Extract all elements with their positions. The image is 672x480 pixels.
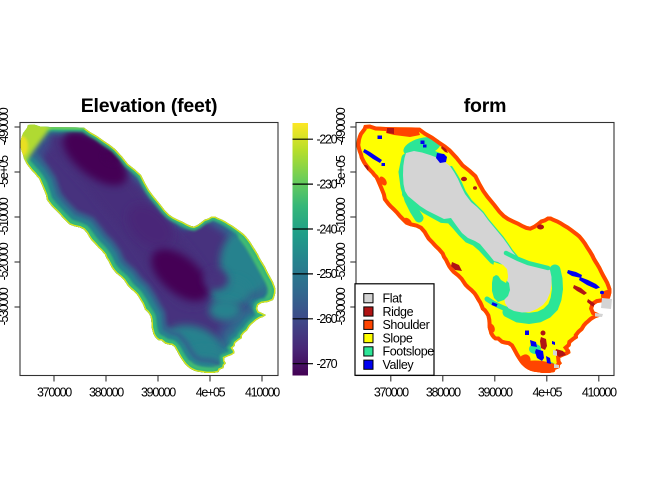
svg-text:4e+05: 4e+05 xyxy=(532,385,562,399)
svg-text:-220: -220 xyxy=(317,133,338,147)
svg-text:-240: -240 xyxy=(317,222,338,236)
svg-text:form: form xyxy=(464,95,507,117)
svg-text:390000: 390000 xyxy=(478,385,513,399)
svg-text:-230: -230 xyxy=(317,177,338,191)
svg-text:-510000: -510000 xyxy=(334,197,348,235)
svg-text:Elevation (feet): Elevation (feet) xyxy=(81,95,218,117)
svg-text:390000: 390000 xyxy=(141,385,176,399)
svg-text:380000: 380000 xyxy=(89,385,124,399)
svg-text:-5e+05: -5e+05 xyxy=(334,155,348,188)
svg-text:410000: 410000 xyxy=(582,385,617,399)
svg-text:410000: 410000 xyxy=(245,385,280,399)
svg-text:370000: 370000 xyxy=(37,385,72,399)
svg-text:Footslope: Footslope xyxy=(383,345,435,359)
svg-text:-530000: -530000 xyxy=(334,287,348,325)
svg-text:-520000: -520000 xyxy=(0,242,11,280)
svg-text:380000: 380000 xyxy=(426,385,461,399)
svg-text:-490000: -490000 xyxy=(334,107,348,145)
svg-text:-270: -270 xyxy=(317,357,338,371)
svg-text:-5e+05: -5e+05 xyxy=(0,155,11,188)
svg-text:-520000: -520000 xyxy=(334,242,348,280)
svg-text:-250: -250 xyxy=(317,267,338,281)
svg-text:4e+05: 4e+05 xyxy=(196,385,226,399)
svg-text:-260: -260 xyxy=(317,312,338,326)
svg-text:370000: 370000 xyxy=(374,385,409,399)
svg-text:-510000: -510000 xyxy=(0,197,11,235)
svg-text:Slope: Slope xyxy=(383,331,413,345)
svg-text:Shoulder: Shoulder xyxy=(383,318,430,332)
svg-text:Ridge: Ridge xyxy=(383,305,414,319)
svg-text:-530000: -530000 xyxy=(0,287,11,325)
svg-text:-490000: -490000 xyxy=(0,107,11,145)
svg-text:Valley: Valley xyxy=(383,358,415,372)
svg-text:Flat: Flat xyxy=(383,292,403,306)
